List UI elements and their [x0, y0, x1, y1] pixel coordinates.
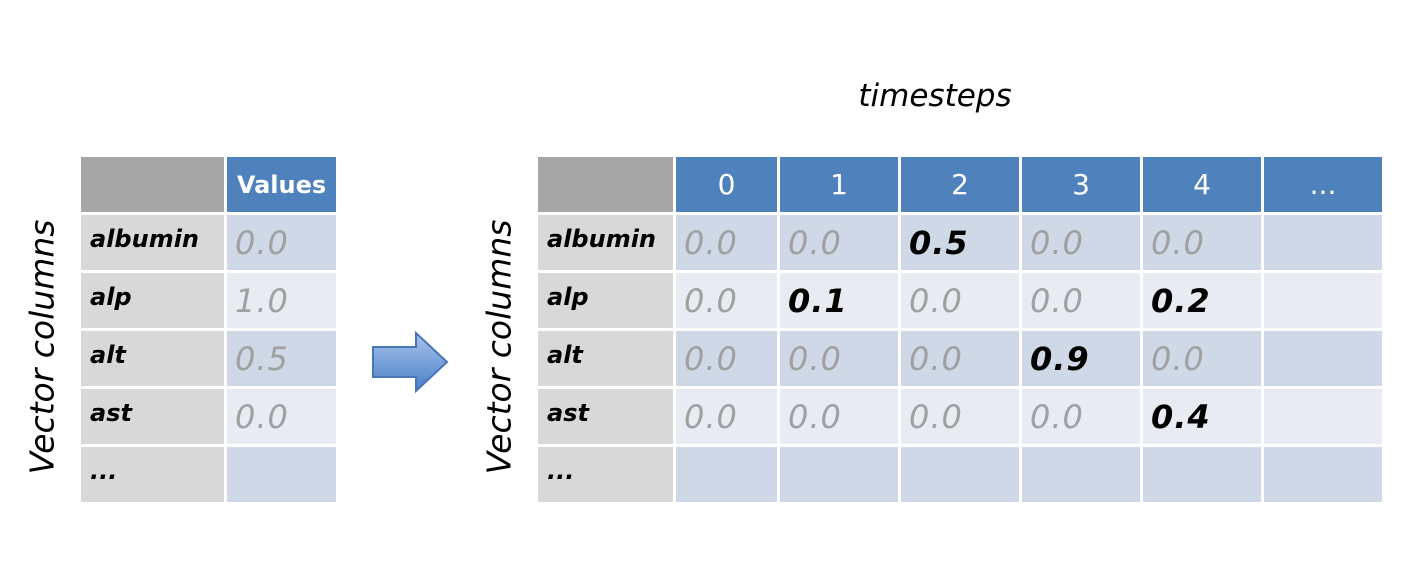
value-cell: 0.0	[673, 386, 780, 447]
value-cell	[673, 444, 780, 505]
timesteps-title: timesteps	[858, 78, 1012, 114]
value-cell: 0.5	[224, 328, 339, 389]
row-label: alt	[78, 328, 227, 389]
table-row: alt 0.0 0.0 0.0 0.9 0.0	[535, 328, 1385, 389]
value-cell: 0.0	[673, 270, 780, 331]
value-cell: 0.0	[777, 212, 901, 273]
value-cell: 0.0	[1019, 270, 1143, 331]
value-cell: 0.0	[224, 386, 339, 447]
value-cell	[777, 444, 901, 505]
value-cell	[1261, 444, 1385, 505]
value-cell: 0.0	[1140, 328, 1264, 389]
timesteps-table: 0 1 2 3 4 ... albumin 0.0 0.0 0.5 0.0 0.…	[535, 154, 1385, 505]
value-cell	[1261, 328, 1385, 389]
timestep-header: 1	[777, 154, 901, 215]
row-label: alp	[535, 270, 676, 331]
value-cell: 0.0	[898, 270, 1022, 331]
table-row: alp 0.0 0.1 0.0 0.0 0.2	[535, 270, 1385, 331]
value-cell: 0.0	[673, 212, 780, 273]
row-label: ...	[78, 444, 227, 505]
value-cell: 0.0	[898, 328, 1022, 389]
timestep-header: 0	[673, 154, 780, 215]
value-cell	[1019, 444, 1143, 505]
value-cell	[1261, 212, 1385, 273]
value-cell: 0.0	[1019, 386, 1143, 447]
value-cell	[1261, 386, 1385, 447]
value-cell: 0.0	[1140, 212, 1264, 273]
value-cell: 0.0	[673, 328, 780, 389]
row-label: albumin	[78, 212, 227, 273]
row-label: alt	[535, 328, 676, 389]
values-table: Values albumin 0.0 alp 1.0 alt 0.5 ast 0…	[78, 154, 339, 505]
table-row: ...	[535, 444, 1385, 505]
row-label: ast	[78, 386, 227, 447]
table-row: alp 1.0	[78, 270, 339, 331]
corner-cell	[78, 154, 227, 215]
values-header: Values	[224, 154, 339, 215]
value-cell: 1.0	[224, 270, 339, 331]
table-row: albumin 0.0	[78, 212, 339, 273]
value-cell: 0.1	[777, 270, 901, 331]
value-cell: 0.0	[777, 328, 901, 389]
value-cell: 0.0	[1019, 212, 1143, 273]
value-cell: 0.4	[1140, 386, 1264, 447]
corner-cell	[535, 154, 676, 215]
value-cell: 0.5	[898, 212, 1022, 273]
value-cell: 0.0	[777, 386, 901, 447]
table-row: alt 0.5	[78, 328, 339, 389]
row-label: ast	[535, 386, 676, 447]
table-row: ast 0.0 0.0 0.0 0.0 0.4	[535, 386, 1385, 447]
timestep-header: 2	[898, 154, 1022, 215]
value-cell	[1261, 270, 1385, 331]
row-label: alp	[78, 270, 227, 331]
timestep-header: 4	[1140, 154, 1264, 215]
timestep-header: ...	[1261, 154, 1385, 215]
table-row: albumin 0.0 0.0 0.5 0.0 0.0	[535, 212, 1385, 273]
value-cell: 0.0	[224, 212, 339, 273]
row-label: albumin	[535, 212, 676, 273]
value-cell: 0.2	[1140, 270, 1264, 331]
value-cell	[1140, 444, 1264, 505]
right-axis-label: Vector columns	[479, 219, 519, 475]
table-row: ast 0.0	[78, 386, 339, 447]
left-axis-label: Vector columns	[22, 219, 62, 475]
value-cell: 0.0	[898, 386, 1022, 447]
row-label: ...	[535, 444, 676, 505]
value-cell	[224, 444, 339, 505]
value-cell: 0.9	[1019, 328, 1143, 389]
timestep-header: 3	[1019, 154, 1143, 215]
right-arrow-icon	[372, 330, 449, 394]
value-cell	[898, 444, 1022, 505]
table-row: ...	[78, 444, 339, 505]
